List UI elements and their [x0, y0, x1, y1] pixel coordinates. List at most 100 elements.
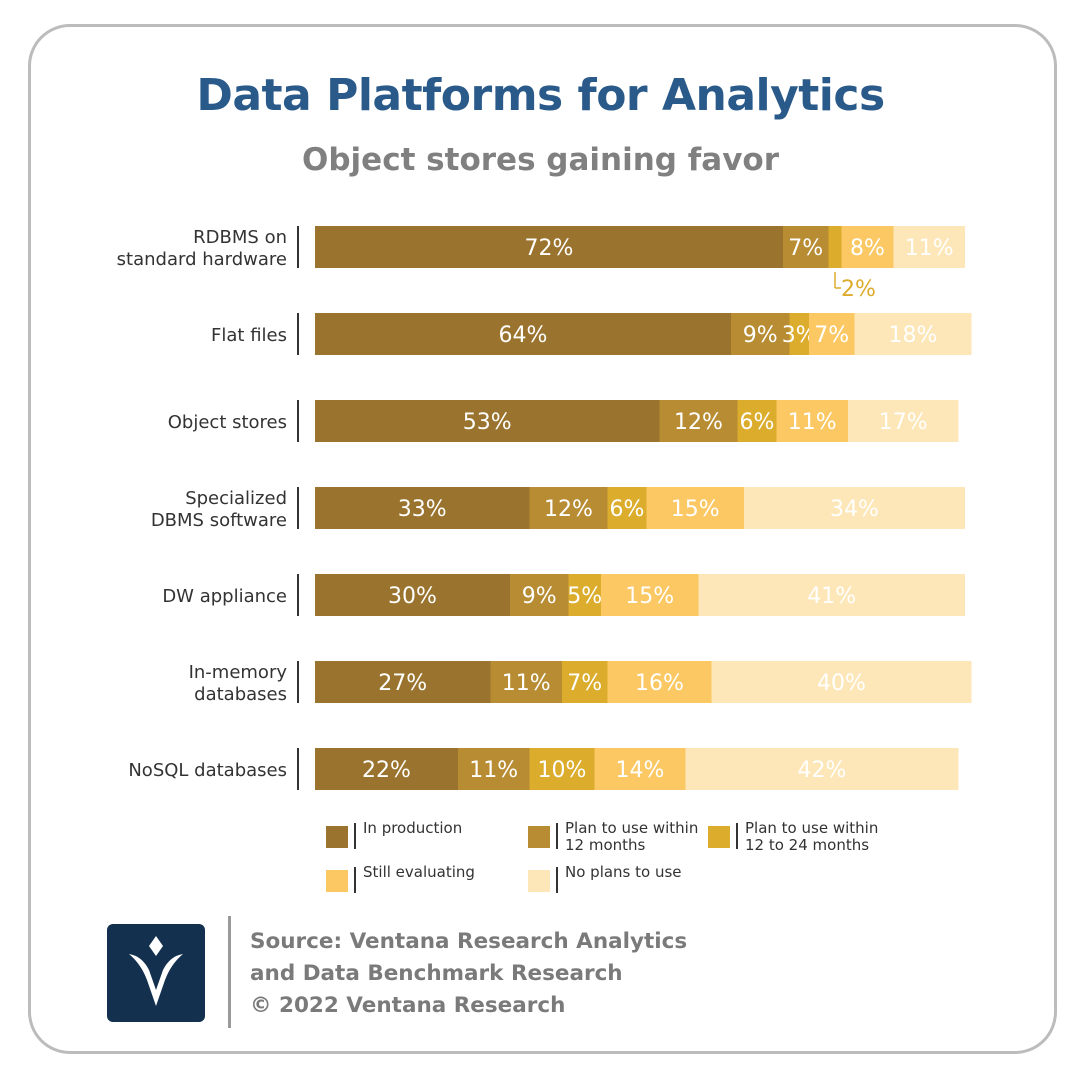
data-label: 41%: [807, 584, 856, 609]
category-label: Object stores: [168, 412, 287, 433]
category-label: In-memory databases: [189, 662, 288, 705]
data-label: 9%: [522, 584, 557, 609]
legend-item: In production: [326, 820, 513, 849]
bar-segment: [854, 313, 972, 355]
data-label: 64%: [499, 323, 548, 348]
data-label: 9%: [743, 323, 778, 348]
category-tick: [297, 748, 299, 790]
data-label: 72%: [525, 236, 574, 261]
legend-label: No plans to use: [565, 863, 682, 881]
bar-segment: [562, 661, 608, 703]
data-label: 5%: [567, 584, 602, 609]
bar-segment: [607, 661, 712, 703]
bar-segment: [646, 487, 744, 529]
data-label: 8%: [850, 236, 885, 261]
data-label: 11%: [469, 758, 518, 783]
legend-item: No plans to use: [528, 864, 715, 893]
legend-divider: [354, 867, 356, 893]
bar-segment: [529, 748, 595, 790]
card-frame: [28, 24, 1057, 1054]
data-label: 33%: [398, 497, 447, 522]
category-label: Specialized DBMS software: [151, 488, 287, 531]
category-tick: [297, 400, 299, 442]
legend-label: Plan to use within 12 months: [565, 819, 699, 854]
chart-subtitle: Object stores gaining favor: [302, 142, 779, 178]
data-label: 53%: [463, 410, 512, 435]
bar-segment: [659, 400, 738, 442]
bar-segment: [315, 574, 510, 616]
data-label: 6%: [740, 410, 775, 435]
data-label-callout: 2%: [841, 277, 876, 302]
data-label: 42%: [798, 758, 847, 783]
category-tick: [297, 574, 299, 616]
source-line-1: Source: Ventana Research Analytics: [250, 929, 688, 954]
bar-segment: [893, 226, 965, 268]
legend-swatch: [528, 826, 550, 848]
bar-segment: [315, 400, 660, 442]
data-label: 6%: [610, 497, 645, 522]
bar-segment: [594, 748, 686, 790]
chart-legend: In production Plan to use within 12 month…: [326, 820, 926, 900]
bar-segment: [731, 313, 790, 355]
bar-segment: [568, 574, 601, 616]
data-label: 11%: [502, 671, 551, 696]
bar-segment: [737, 400, 777, 442]
bar-segment: [315, 487, 530, 529]
bar-segment: [510, 574, 569, 616]
data-label: 15%: [671, 497, 720, 522]
bar-segment: [315, 313, 731, 355]
legend-label: Still evaluating: [363, 863, 475, 881]
legend-label: Plan to use within 12 to 24 months: [745, 819, 879, 854]
category-label: Flat files: [211, 325, 287, 346]
data-label: 10%: [538, 758, 587, 783]
bar-segment: [783, 226, 829, 268]
data-label: 16%: [635, 671, 684, 696]
legend-swatch: [326, 826, 348, 848]
legend-swatch: [528, 870, 550, 892]
data-label: 15%: [625, 584, 674, 609]
bar-segment: [828, 226, 842, 268]
data-label: 22%: [362, 758, 411, 783]
bar-segment: [529, 487, 608, 529]
data-label: 11%: [905, 236, 954, 261]
data-label: 11%: [788, 410, 837, 435]
legend-swatch: [708, 826, 730, 848]
bar-segment: [789, 313, 809, 355]
category-tick: [297, 226, 299, 268]
legend-divider: [556, 867, 558, 893]
source-line-2: and Data Benchmark Research: [250, 961, 623, 986]
bar-segment: [809, 313, 855, 355]
data-label: 18%: [889, 323, 938, 348]
legend-divider: [736, 823, 738, 849]
legend-swatch: [326, 870, 348, 892]
bar-segment: [711, 661, 972, 703]
source-note: Source: Ventana Research Analytics and D…: [250, 926, 890, 1022]
category-tick: [297, 487, 299, 529]
bar-segment: [601, 574, 699, 616]
data-label: 30%: [388, 584, 437, 609]
bar-segment: [848, 400, 959, 442]
bar-segment: [490, 661, 562, 703]
bar-segment: [315, 226, 783, 268]
bar-segment: [776, 400, 848, 442]
data-label: 40%: [817, 671, 866, 696]
bar-segment: [841, 226, 894, 268]
legend-item: Still evaluating: [326, 864, 513, 893]
data-label: 17%: [879, 410, 928, 435]
bar-segment: [685, 748, 959, 790]
data-label: 7%: [567, 671, 602, 696]
data-label: 27%: [378, 671, 427, 696]
data-label: 12%: [544, 497, 593, 522]
legend-item: Plan to use within 12 to 24 months: [708, 820, 895, 854]
source-divider: [228, 916, 231, 1028]
bar-segment: [744, 487, 965, 529]
data-label: 34%: [830, 497, 879, 522]
bar-segment: [315, 661, 491, 703]
data-label: 7%: [814, 323, 849, 348]
category-label: DW appliance: [162, 586, 287, 607]
category-tick: [297, 661, 299, 703]
category-label: NoSQL databases: [128, 760, 287, 781]
ventana-v-logo-icon: [107, 924, 205, 1022]
source-line-3: © 2022 Ventana Research: [250, 993, 566, 1018]
